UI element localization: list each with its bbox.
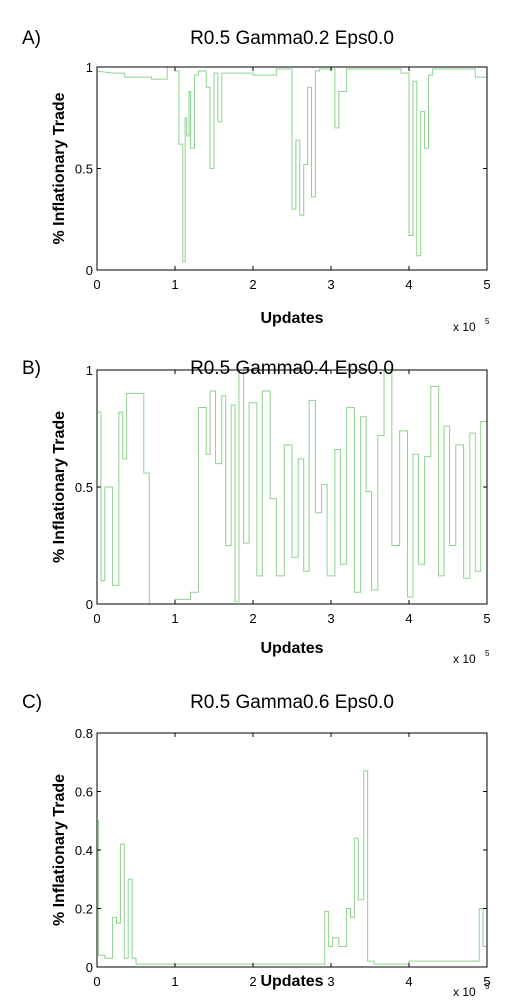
x-multiplier: x 10: [453, 985, 476, 999]
plot-frame: [96, 732, 488, 968]
y-tick-label: 0.5: [75, 162, 93, 177]
chart-title: R0.5 Gamma0.4 Eps0.0: [190, 358, 394, 379]
x-tick-label: 5: [483, 277, 490, 292]
x-tick-label: 4: [405, 277, 412, 292]
x-tick-label: 0: [93, 974, 100, 989]
x-tick-label: 2: [249, 611, 256, 626]
y-tick-label: 0.8: [75, 726, 93, 741]
x-tick-label: 2: [249, 974, 256, 989]
y-tick-label: 0: [86, 263, 93, 278]
y-axis-label: % Inflationary Trade: [51, 92, 68, 244]
x-tick-label: 3: [327, 974, 334, 989]
panel-label: C): [22, 692, 42, 713]
x-multiplier-exponent: 5: [485, 317, 490, 326]
x-axis-label: Updates: [260, 640, 323, 657]
x-tick-label: 1: [171, 974, 178, 989]
y-tick-label: 0: [86, 960, 93, 975]
x-tick-label: 5: [483, 611, 490, 626]
y-tick-label: 1: [86, 363, 93, 378]
x-axis-label: Updates: [260, 973, 323, 990]
chart-panel-2: 0 1 2 3 4 5 0 0.5 1 B) R0.5 Gamma0.4 Eps0.0 Updates…: [22, 358, 491, 666]
series-line-1: [96, 66, 487, 263]
x-multiplier-exponent: 5: [485, 649, 490, 658]
chart-title: R0.5 Gamma0.2 Eps0.0: [190, 28, 394, 49]
x-multiplier: x 10: [453, 320, 476, 334]
y-tick-label: 0.5: [75, 480, 93, 495]
chart-panel-3: 0 1 2 3 4 5 0 0.2 0.4 0.6 0.8 C) R0.5 Gamma0.6 Eps0.…: [22, 692, 491, 999]
series-line-1: [97, 369, 487, 605]
x-tick-label: 5: [483, 974, 490, 989]
y-tick-label: 0.4: [75, 843, 93, 858]
x-tick-label: 1: [171, 611, 178, 626]
x-tick-label: 2: [249, 277, 256, 292]
panel-label: A): [22, 28, 41, 49]
chart-panel-1: 0 1 2 3 4 5 0 0.5 1 A) R0.5 Gamma0.2 Eps0.0 Updates…: [22, 28, 491, 334]
x-tick-label: 3: [327, 277, 334, 292]
x-tick-label: 0: [93, 277, 100, 292]
x-tick-label: 1: [171, 277, 178, 292]
x-tick-label: 4: [405, 974, 412, 989]
y-tick-label: 0.6: [75, 785, 93, 800]
panel-label: B): [22, 358, 41, 379]
x-axis-label: Updates: [260, 310, 323, 327]
chart-title: R0.5 Gamma0.6 Eps0.0: [190, 692, 394, 713]
x-tick-label: 0: [93, 611, 100, 626]
series-line-1: [97, 770, 487, 965]
y-axis-label: % Inflationary Trade: [51, 774, 68, 926]
x-tick-label: 4: [405, 611, 412, 626]
y-tick-label: 1: [86, 60, 93, 75]
x-tick-label: 3: [327, 611, 334, 626]
x-multiplier: x 10: [453, 652, 476, 666]
x-multiplier-exponent: 5: [485, 982, 490, 991]
y-tick-label: 0: [86, 597, 93, 612]
y-axis-label: % Inflationary Trade: [51, 411, 68, 563]
y-tick-label: 0.2: [75, 902, 93, 917]
